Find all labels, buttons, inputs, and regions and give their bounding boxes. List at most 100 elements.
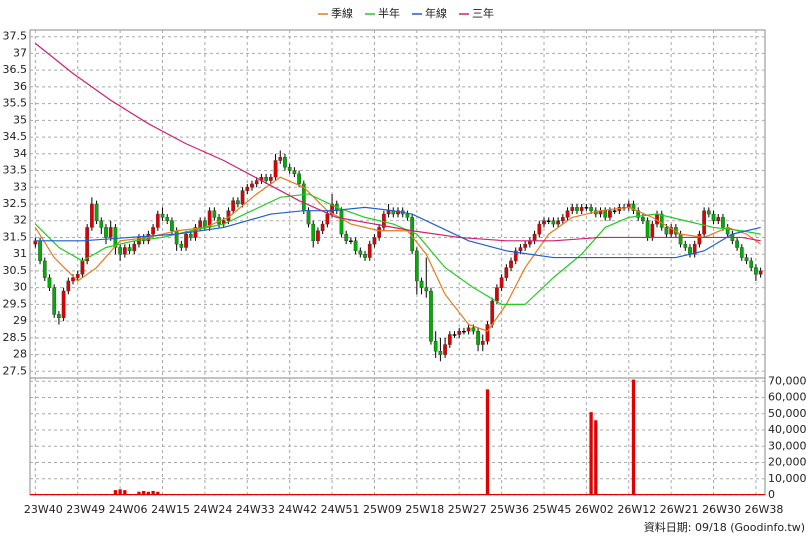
candle-body — [273, 160, 278, 178]
x-tick-label: 24W51 — [321, 503, 360, 516]
candle-body — [306, 210, 311, 225]
candle-body — [744, 257, 749, 262]
volume-bar — [118, 489, 122, 495]
candle-body — [706, 210, 711, 215]
candle-body — [231, 200, 236, 211]
candle-body — [254, 180, 259, 185]
candle-body — [513, 250, 518, 262]
candle-body — [608, 210, 612, 218]
y-tick-label: 29 — [13, 314, 27, 327]
x-tick-label: 26W02 — [575, 503, 614, 516]
candle-body — [443, 344, 447, 355]
candle-body — [108, 227, 113, 238]
candle-body — [584, 207, 589, 209]
candle-body — [414, 250, 419, 282]
candle-body — [419, 280, 424, 288]
candle-body — [297, 173, 301, 185]
x-tick-label: 24W15 — [151, 503, 190, 516]
volume-bar — [594, 420, 598, 495]
y-tick-label: 31 — [13, 247, 27, 260]
candle-body — [410, 217, 414, 252]
candle-body — [99, 220, 104, 228]
legend-label: 半年 — [378, 6, 400, 20]
y-tick-label: 37 — [13, 46, 27, 59]
candle-body — [570, 207, 575, 211]
candle-body — [38, 240, 42, 262]
y-tick-label: 31.5 — [3, 230, 28, 243]
candle-body — [532, 233, 537, 242]
candle-body — [424, 287, 429, 292]
x-tick-label: 24W33 — [236, 503, 275, 516]
x-tick-label: 25W45 — [533, 503, 572, 516]
candle-body — [433, 340, 438, 352]
candle-body — [636, 210, 641, 218]
x-tick-label: 25W27 — [448, 503, 487, 516]
candle-body — [537, 223, 542, 235]
candle-body — [438, 351, 443, 355]
ma-line — [34, 42, 761, 242]
candle-body — [556, 220, 560, 225]
candle-body — [165, 217, 170, 221]
y-tick-label: 28 — [13, 348, 27, 361]
x-tick-label: 25W36 — [490, 503, 529, 516]
y-tick-label: 35 — [13, 113, 27, 126]
candle-body — [650, 223, 655, 238]
candle-body — [509, 260, 513, 268]
volume-bar — [123, 490, 127, 495]
candle-body — [118, 247, 122, 255]
candle-body — [457, 330, 462, 335]
candle-body — [471, 327, 476, 332]
candle-body — [546, 220, 551, 222]
candle-body — [575, 207, 579, 211]
candle-body — [382, 213, 386, 228]
volume-bar — [137, 491, 141, 495]
candle-body — [170, 220, 174, 231]
candle-body — [127, 247, 132, 252]
volume-bar — [631, 379, 636, 495]
y-tick-label: 27.5 — [3, 364, 28, 377]
candle-body — [184, 233, 188, 248]
candle-body — [160, 213, 165, 218]
x-tick-label: 23W40 — [24, 503, 63, 516]
candle-body — [735, 240, 739, 248]
candle-body — [122, 247, 127, 255]
candle-body — [664, 227, 669, 235]
x-tick-label: 26W30 — [702, 503, 741, 516]
y-tick-label: 36.5 — [3, 63, 28, 76]
candle-body — [325, 213, 330, 225]
x-tick-label: 25W09 — [363, 503, 402, 516]
candle-body — [386, 210, 391, 215]
y2-tick-label: 40,000 — [768, 423, 807, 436]
volume-bar — [589, 412, 593, 495]
candle-body — [42, 260, 47, 278]
candle-body — [490, 300, 495, 325]
candle-body — [758, 270, 763, 275]
footer: 資料日期: 09/18 (Goodinfo.tw) — [644, 520, 805, 534]
candle-body — [645, 220, 650, 238]
candle-body — [292, 170, 297, 175]
candle-body — [480, 340, 485, 345]
y2-tick-label: 70,000 — [768, 374, 807, 387]
candle-body — [236, 200, 240, 205]
candle-body — [669, 227, 674, 235]
candle-body — [447, 334, 452, 345]
candle-body — [52, 287, 57, 315]
volume-frame — [29, 377, 766, 496]
candle-body — [641, 217, 645, 221]
x-tick-label: 24W06 — [109, 503, 148, 516]
candle-body — [372, 237, 377, 245]
candle-body — [631, 203, 636, 211]
candle-body — [245, 187, 250, 191]
candle-body — [367, 243, 372, 258]
candle-body — [268, 177, 273, 181]
y-tick-label: 32.5 — [3, 197, 28, 210]
candle-body — [278, 156, 283, 161]
candle-body — [697, 233, 702, 245]
candle-body — [358, 250, 363, 255]
candle-body — [466, 327, 471, 332]
candle-body — [739, 247, 744, 258]
candle-body — [85, 227, 90, 262]
candle-body — [716, 217, 721, 221]
legend-label: 年線 — [425, 6, 447, 20]
